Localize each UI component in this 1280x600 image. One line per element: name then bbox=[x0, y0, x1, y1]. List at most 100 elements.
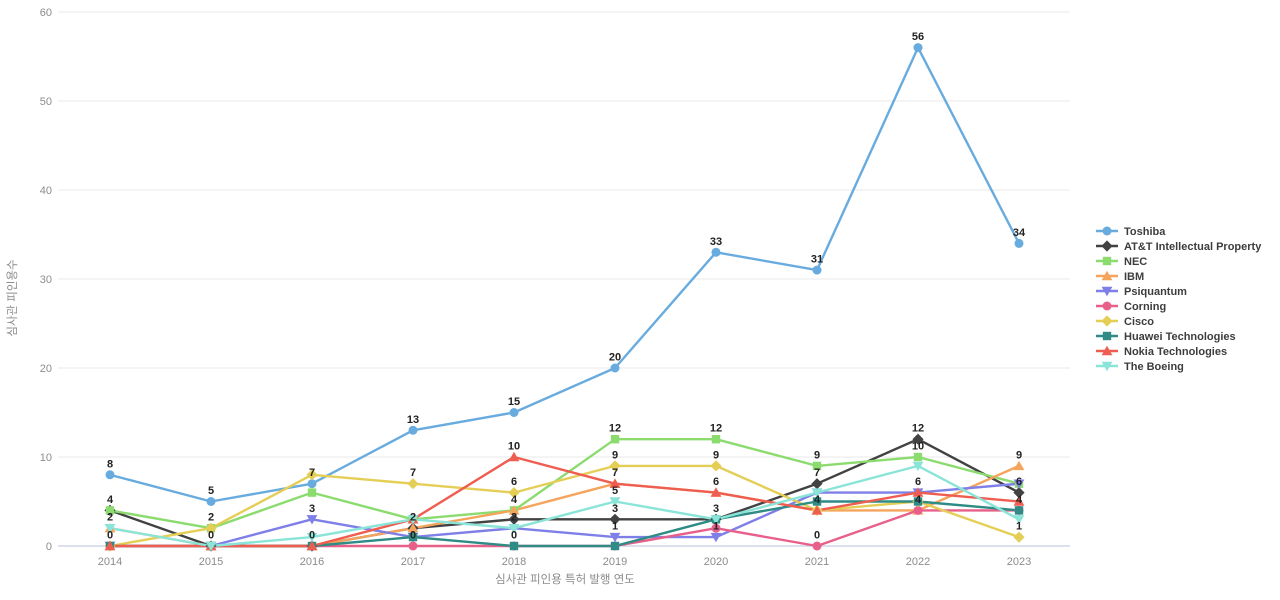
data-point-toshiba-2019[interactable] bbox=[610, 363, 620, 373]
y-tick-label-40: 40 bbox=[40, 185, 52, 197]
data-point-at-t-intellectual-property-2018[interactable] bbox=[508, 513, 520, 525]
data-point-nec-2020[interactable] bbox=[711, 435, 721, 444]
data-point-nokia-technologies-2022[interactable] bbox=[912, 487, 924, 497]
data-point-the-boeing-2014[interactable] bbox=[104, 524, 116, 534]
data-point-huawei-technologies-2023[interactable] bbox=[1014, 506, 1024, 515]
data-point-nec-2014[interactable] bbox=[105, 506, 115, 515]
data-point-toshiba-2021[interactable] bbox=[812, 265, 822, 275]
data-point-at-t-intellectual-property-2021[interactable] bbox=[811, 478, 823, 490]
data-point-nokia-technologies-2018[interactable] bbox=[508, 451, 520, 462]
value-label-ibm-2017: 2 bbox=[410, 512, 416, 524]
data-point-cisco-2023[interactable] bbox=[1013, 531, 1025, 543]
value-label-psiquantum-2014: 0 bbox=[107, 530, 113, 542]
data-point-psiquantum-2019[interactable] bbox=[609, 532, 621, 543]
data-point-at-t-intellectual-property-2022[interactable] bbox=[912, 433, 924, 445]
data-point-ibm-2023[interactable] bbox=[1013, 460, 1025, 471]
legend-label-huawei-technologies: Huawei Technologies bbox=[1124, 331, 1236, 343]
value-label-at-t-intellectual-property-2019: 3 bbox=[612, 503, 618, 515]
data-point-the-boeing-2015[interactable] bbox=[205, 541, 217, 552]
data-point-cisco-2020[interactable] bbox=[710, 460, 722, 472]
legend-item-at-t-intellectual-property[interactable]: AT&T Intellectual Property bbox=[1096, 240, 1262, 253]
data-point-the-boeing-2021[interactable] bbox=[811, 488, 823, 498]
data-point-psiquantum-2020[interactable] bbox=[710, 532, 722, 543]
legend-item-the-boeing[interactable]: The Boeing bbox=[1096, 361, 1184, 373]
y-tick-label-20: 20 bbox=[40, 363, 52, 375]
data-point-toshiba-2015[interactable] bbox=[206, 497, 216, 506]
series-line-ibm bbox=[108, 464, 1021, 548]
data-point-toshiba-2016[interactable] bbox=[307, 479, 317, 489]
value-label-toshiba-2016: 7 bbox=[309, 467, 315, 479]
legend-item-psiquantum[interactable]: Psiquantum bbox=[1096, 286, 1187, 298]
data-point-cisco-2015[interactable] bbox=[205, 522, 217, 534]
data-point-corning-2021[interactable] bbox=[812, 541, 822, 551]
data-point-the-boeing-2016[interactable] bbox=[306, 532, 318, 543]
data-point-ibm-2018[interactable] bbox=[508, 505, 520, 515]
data-point-nokia-technologies-2016[interactable] bbox=[306, 540, 318, 551]
x-axis-title: 심사관 피인용 특허 발행 연도 bbox=[495, 573, 635, 586]
data-point-toshiba-2014[interactable] bbox=[105, 470, 115, 480]
data-point-cisco-2019[interactable] bbox=[609, 460, 621, 472]
data-point-nec-2016[interactable] bbox=[307, 488, 317, 497]
legend-item-toshiba[interactable]: Toshiba bbox=[1096, 226, 1166, 238]
legend-item-cisco[interactable]: Cisco bbox=[1096, 315, 1154, 328]
data-point-nec-2021[interactable] bbox=[812, 461, 822, 471]
legend-item-nokia-technologies[interactable]: Nokia Technologies bbox=[1096, 345, 1227, 358]
data-point-toshiba-2022[interactable] bbox=[913, 43, 923, 53]
data-point-at-t-intellectual-property-2019[interactable] bbox=[609, 513, 621, 525]
data-point-huawei-technologies-2021[interactable] bbox=[812, 497, 822, 506]
legend-item-ibm[interactable]: IBM bbox=[1096, 270, 1144, 283]
value-label-nokia-technologies-2019: 7 bbox=[612, 467, 618, 479]
data-point-the-boeing-2018[interactable] bbox=[508, 524, 520, 534]
data-point-corning-2017[interactable] bbox=[408, 541, 418, 551]
value-label-cisco-2023: 1 bbox=[1016, 521, 1022, 533]
data-point-toshiba-2017[interactable] bbox=[408, 425, 418, 435]
data-point-huawei-technologies-2018[interactable] bbox=[509, 541, 519, 551]
legend-marker-the-boeing bbox=[1101, 361, 1113, 372]
y-tick-label-10: 10 bbox=[40, 452, 52, 464]
y-tick-label-50: 50 bbox=[40, 96, 52, 108]
value-label-at-t-intellectual-property-2020: 3 bbox=[713, 503, 719, 515]
legend-item-nec[interactable]: NEC bbox=[1096, 256, 1147, 268]
data-point-ibm-2017[interactable] bbox=[407, 523, 419, 533]
value-label-psiquantum-2016: 3 bbox=[309, 503, 315, 515]
data-point-cisco-2016[interactable] bbox=[306, 469, 318, 481]
data-point-psiquantum-2023[interactable] bbox=[1013, 479, 1025, 489]
data-point-huawei-technologies-2019[interactable] bbox=[610, 541, 620, 551]
data-point-nec-2019[interactable] bbox=[610, 435, 620, 444]
data-point-the-boeing-2019[interactable] bbox=[609, 497, 621, 507]
data-point-corning-2022[interactable] bbox=[913, 505, 923, 515]
data-point-the-boeing-2017[interactable] bbox=[407, 515, 419, 525]
data-point-nokia-technologies-2014[interactable] bbox=[104, 540, 116, 551]
data-point-at-t-intellectual-property-2023[interactable] bbox=[1013, 487, 1025, 499]
data-point-toshiba-2020[interactable] bbox=[711, 247, 721, 257]
value-label-nec-2022: 10 bbox=[912, 441, 924, 453]
legend-item-huawei-technologies[interactable]: Huawei Technologies bbox=[1096, 331, 1236, 343]
x-tick-label-2021: 2021 bbox=[805, 556, 829, 568]
data-point-cisco-2018[interactable] bbox=[508, 487, 520, 499]
data-point-nec-2022[interactable] bbox=[913, 452, 923, 462]
data-point-huawei-technologies-2022[interactable] bbox=[913, 497, 923, 506]
data-point-the-boeing-2022[interactable] bbox=[912, 461, 924, 472]
legend-marker-at-t-intellectual-property bbox=[1101, 240, 1113, 252]
data-point-psiquantum-2016[interactable] bbox=[306, 515, 318, 525]
data-point-nokia-technologies-2019[interactable] bbox=[609, 478, 621, 488]
data-point-corning-2020[interactable] bbox=[711, 523, 721, 533]
data-point-the-boeing-2020[interactable] bbox=[710, 515, 722, 525]
data-point-nokia-technologies-2021[interactable] bbox=[811, 505, 823, 515]
x-tick-label-2020: 2020 bbox=[704, 556, 728, 568]
data-point-toshiba-2018[interactable] bbox=[509, 408, 519, 417]
legend-item-corning[interactable]: Corning bbox=[1096, 301, 1166, 313]
value-label-ibm-2023: 9 bbox=[1016, 449, 1022, 461]
data-point-toshiba-2023[interactable] bbox=[1014, 238, 1024, 248]
legend-marker-toshiba bbox=[1102, 226, 1112, 236]
value-label-cisco-2020: 9 bbox=[713, 449, 719, 461]
data-point-huawei-technologies-2017[interactable] bbox=[408, 532, 418, 542]
x-tick-label-2015: 2015 bbox=[199, 556, 223, 568]
data-point-nokia-technologies-2023[interactable] bbox=[1013, 496, 1025, 506]
data-point-nokia-technologies-2020[interactable] bbox=[710, 487, 722, 497]
data-point-cisco-2017[interactable] bbox=[407, 478, 419, 490]
data-point-the-boeing-2023[interactable] bbox=[1013, 515, 1025, 525]
